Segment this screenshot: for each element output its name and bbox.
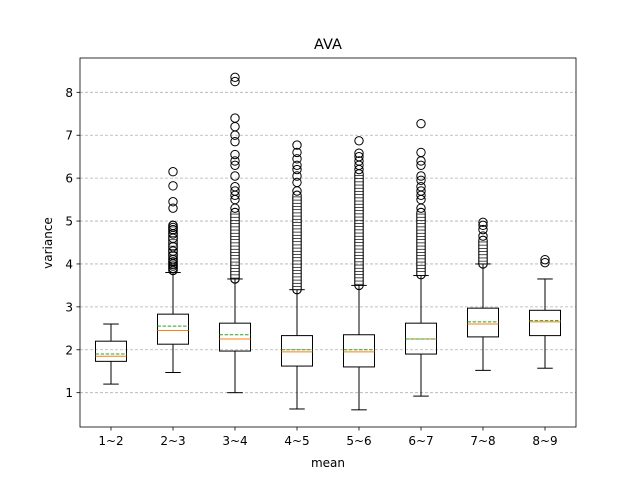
x-tick-label: 6~7 xyxy=(408,434,433,448)
outlier-point xyxy=(168,220,178,231)
y-tick-label: 3 xyxy=(65,300,73,314)
outlier-point xyxy=(354,136,364,146)
x-tick-label: 5~6 xyxy=(346,434,371,448)
outlier-point xyxy=(292,140,302,150)
outlier-point xyxy=(416,171,426,181)
outlier-point xyxy=(168,261,178,271)
outlier-point xyxy=(292,171,302,181)
iqr-box xyxy=(281,335,313,367)
grid xyxy=(80,91,576,394)
outlier-point xyxy=(230,72,240,83)
outlier-point xyxy=(478,231,488,241)
dense-outliers xyxy=(292,190,302,295)
outlier-point xyxy=(416,175,426,185)
outlier-point xyxy=(292,177,302,188)
outlier-point xyxy=(292,160,302,170)
box-8~9 xyxy=(529,254,561,369)
outlier-point xyxy=(168,224,178,235)
iqr-box xyxy=(343,334,375,368)
iqr-box xyxy=(219,322,251,352)
outlier-point xyxy=(230,149,240,160)
x-axis-label: mean xyxy=(311,456,345,470)
outlier-point xyxy=(540,257,550,268)
outlier-point xyxy=(354,151,364,162)
dense-outliers xyxy=(478,235,488,269)
outlier-point xyxy=(168,222,178,233)
iqr-box xyxy=(467,307,499,338)
outlier-point xyxy=(168,203,178,213)
box-7~8 xyxy=(467,217,499,371)
y-tick-label: 7 xyxy=(65,129,73,143)
outlier-point xyxy=(230,76,240,87)
outlier-point xyxy=(230,136,240,147)
y-tick-label: 5 xyxy=(65,215,73,229)
outlier-point xyxy=(230,171,240,181)
iqr-box xyxy=(529,309,561,337)
outlier-point xyxy=(230,160,240,170)
box-4~5 xyxy=(281,140,313,410)
x-tick-label: 3~4 xyxy=(222,434,247,448)
y-tick-label: 4 xyxy=(65,257,73,271)
y-tick-label: 6 xyxy=(65,172,73,186)
chart-title: AVA xyxy=(314,37,342,53)
plot-frame xyxy=(79,57,577,428)
outlier-point xyxy=(416,182,426,192)
y-tick-label: 1 xyxy=(65,386,73,400)
dense-outliers xyxy=(416,207,426,280)
outlier-point xyxy=(416,118,426,129)
box-5~6 xyxy=(343,136,375,411)
outlier-point xyxy=(168,246,178,256)
ticks: 1 2 3 4 5 6 7 8 1~2 2~3 3~4 4~5 5~6 6~7 7~8 8~9 xyxy=(65,86,557,448)
box-6~7 xyxy=(405,118,437,397)
boxes xyxy=(95,72,561,411)
outlier-point xyxy=(292,164,302,175)
outlier-point xyxy=(230,186,240,196)
outlier-point xyxy=(230,156,240,166)
iqr-box xyxy=(157,313,189,345)
box-1~2 xyxy=(95,323,127,385)
outlier-point xyxy=(416,147,426,158)
outlier-point xyxy=(540,254,550,265)
box-2~3 xyxy=(157,167,189,374)
outlier-point xyxy=(168,167,178,177)
y-tick-label: 2 xyxy=(65,343,73,357)
outlier-point xyxy=(478,220,488,231)
x-tick-label: 2~3 xyxy=(160,434,185,448)
outlier-point xyxy=(478,217,488,228)
x-tick-label: 4~5 xyxy=(284,434,309,448)
outlier-point xyxy=(354,156,364,166)
y-tick-label: 8 xyxy=(65,86,73,100)
x-tick-label: 8~9 xyxy=(532,434,557,448)
x-tick-label: 7~8 xyxy=(470,434,495,448)
outlier-point xyxy=(230,182,240,192)
outlier-point xyxy=(168,181,178,191)
outlier-point xyxy=(168,257,178,267)
outlier-point xyxy=(292,147,302,158)
x-tick-label: 1~2 xyxy=(98,434,123,448)
outlier-point xyxy=(416,186,426,196)
box-3~4 xyxy=(219,72,251,394)
iqr-box xyxy=(95,340,127,362)
outlier-point xyxy=(416,160,426,170)
outlier-point xyxy=(354,148,364,158)
outlier-point xyxy=(230,113,240,123)
outlier-point xyxy=(478,224,488,235)
y-axis-label: variance xyxy=(41,217,55,269)
outlier-point xyxy=(168,197,178,207)
outlier-point xyxy=(292,154,302,164)
